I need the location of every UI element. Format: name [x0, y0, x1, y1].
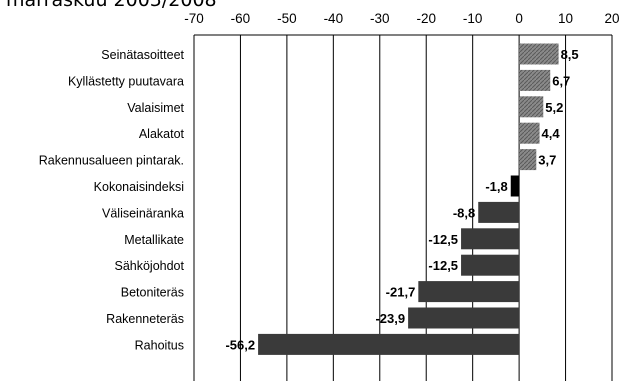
data-label: 5,2	[545, 100, 563, 115]
x-tick-label: -30	[370, 11, 390, 26]
bar	[519, 69, 551, 91]
x-tick-label: -70	[184, 11, 204, 26]
x-tick-label: -10	[463, 11, 483, 26]
category-label: Alakatot	[139, 127, 185, 141]
x-tick-label: -40	[324, 11, 344, 26]
bar	[519, 96, 544, 118]
grid-lines	[193, 34, 613, 381]
data-label: -12,5	[428, 232, 458, 247]
bars	[258, 43, 559, 355]
x-tick-label: -60	[231, 11, 251, 26]
category-label: Seinätasoitteet	[101, 48, 184, 62]
data-label: 4,4	[542, 126, 561, 141]
category-label: Valaisimet	[127, 101, 184, 115]
x-tick-label: -50	[277, 11, 297, 26]
data-label: -12,5	[428, 258, 458, 273]
bar	[461, 254, 520, 276]
data-label: -21,7	[386, 285, 416, 300]
data-labels: 8,5 6,7 5,2 4,4 3,7 -1,8 -8,8 -12,5 -12,5 -21,7 -2…	[225, 47, 578, 352]
bar	[478, 201, 520, 223]
x-tick-label: -20	[416, 11, 436, 26]
bar	[461, 228, 520, 250]
category-label: Rahoitus	[135, 338, 184, 352]
category-label: Kokonaisindeksi	[94, 180, 184, 194]
data-label: -56,2	[225, 337, 255, 352]
data-label: -8,8	[453, 205, 475, 220]
x-tick-label: 10	[558, 11, 573, 26]
category-labels: Seinätasoitteet Kyllästetty puutavara Vala…	[39, 48, 185, 352]
data-label: 6,7	[552, 73, 570, 88]
bar	[519, 149, 537, 171]
category-label: Sähköjohdot	[114, 259, 184, 273]
chart-title: marraskuu 2005/2008	[6, 0, 217, 11]
data-label: -23,9	[375, 311, 405, 326]
bar	[418, 281, 520, 303]
category-label: Kyllästetty puutavara	[68, 74, 184, 88]
x-axis-ticks: -70 -60 -50 -40 -30 -20 -10 0 10 20	[184, 11, 619, 26]
category-label: Metallikate	[124, 233, 184, 247]
category-label: Betoniteräs	[121, 286, 184, 300]
data-label: -1,8	[485, 179, 507, 194]
category-label: Rakenneteräs	[106, 312, 184, 326]
bar	[408, 307, 520, 329]
bar	[519, 43, 559, 65]
bar	[510, 175, 520, 197]
bar	[519, 122, 540, 144]
bar	[258, 333, 520, 355]
data-label: 3,7	[538, 153, 556, 168]
category-label: Rakennusalueen pintarak.	[39, 154, 184, 168]
category-label: Väliseinäranka	[102, 206, 184, 220]
data-label: 8,5	[561, 47, 579, 62]
x-tick-label: 20	[604, 11, 619, 26]
x-tick-label: 0	[515, 11, 523, 26]
